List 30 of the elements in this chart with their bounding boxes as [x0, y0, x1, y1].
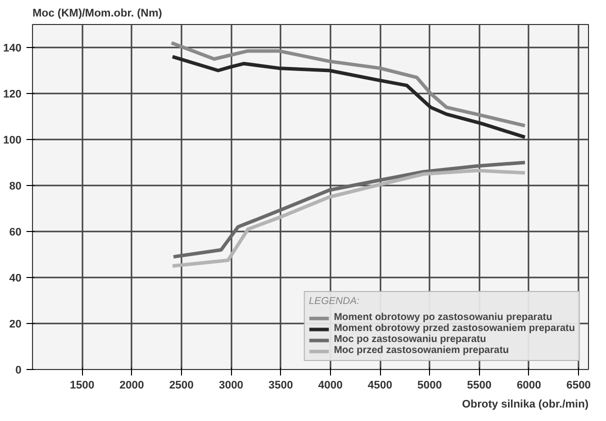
x-tick-label: 1500 — [70, 380, 94, 392]
legend-label: Moc przed zastosowaniem preparatu — [334, 345, 509, 356]
y-tick-label: 0 — [15, 364, 22, 376]
line-series — [170, 168, 527, 268]
x-tick-label: 4000 — [318, 380, 343, 392]
line-series — [170, 54, 527, 139]
x-tick-label: 4500 — [368, 380, 392, 392]
y-tick-label: 100 — [3, 134, 22, 146]
y-tick-label: 140 — [3, 42, 22, 54]
x-tick-label: 6000 — [516, 380, 542, 392]
y-tick-label: 40 — [9, 272, 22, 284]
y-tick-label: 120 — [3, 88, 22, 100]
y-tick-label: 80 — [9, 180, 22, 192]
line-series — [172, 160, 527, 259]
legend-label: Moc po zastosowaniu preparatu — [334, 334, 486, 345]
y-tick-label: 20 — [9, 318, 22, 330]
legend-label: Moment obrotowy przed zastosowaniem preparatu — [334, 323, 575, 334]
x-tick-label: 3000 — [218, 380, 244, 392]
legend-label: Moment obrotowy po zastosowaniu preparatu — [334, 312, 552, 323]
x-tick-label: 5000 — [417, 380, 442, 392]
x-axis-title: Obroty silnika (obr./min) — [462, 398, 589, 410]
y-axis-title: Moc (KM)/Mom.obr. (Nm) — [32, 8, 162, 20]
x-tick-label: 2500 — [169, 380, 194, 392]
line-series — [170, 41, 527, 128]
legend-title: LEGENDA: — [308, 296, 360, 307]
x-tick-label: 6500 — [566, 380, 591, 392]
x-tick-label: 2000 — [120, 380, 144, 392]
x-tick-label: 5500 — [467, 380, 492, 392]
x-tick-label: 3500 — [268, 380, 293, 392]
y-tick-label: 60 — [9, 226, 22, 238]
